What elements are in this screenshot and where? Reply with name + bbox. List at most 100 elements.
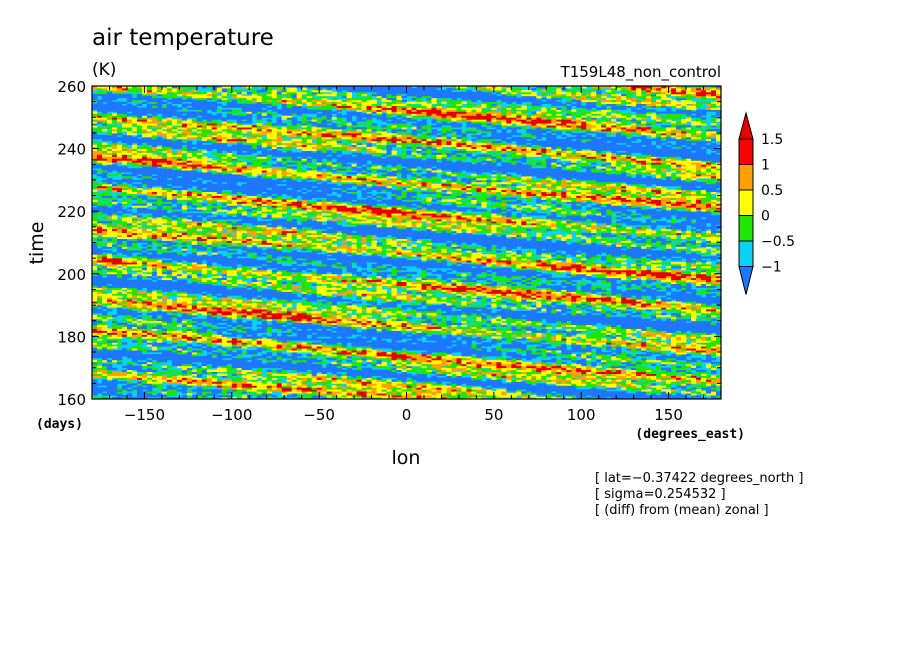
- heatmap-cell: [516, 311, 521, 313]
- heatmap-cell: [631, 317, 636, 319]
- heatmap-cell: [536, 340, 541, 342]
- heatmap-cell: [387, 309, 392, 311]
- heatmap-cell: [287, 374, 292, 376]
- heatmap-cell: [217, 374, 222, 376]
- heatmap-cell: [347, 338, 352, 340]
- heatmap-cell: [117, 350, 122, 352]
- heatmap-cell: [526, 327, 531, 329]
- chart-title: air temperature: [92, 25, 274, 51]
- heatmap-cell: [486, 379, 491, 381]
- heatmap-cell: [486, 387, 491, 389]
- heatmap-cell: [641, 354, 646, 356]
- heatmap-cell: [651, 364, 656, 366]
- heatmap-cell: [506, 303, 511, 305]
- heatmap-cell: [436, 325, 441, 327]
- heatmap-cell: [456, 327, 461, 329]
- heatmap-cell: [536, 327, 541, 329]
- heatmap-cell: [177, 385, 182, 387]
- heatmap-cell: [621, 366, 626, 368]
- heatmap-cell: [387, 368, 392, 370]
- heatmap-cell: [162, 342, 167, 344]
- heatmap-cell: [362, 379, 367, 381]
- heatmap-cell: [282, 354, 287, 356]
- heatmap-cell: [142, 362, 147, 364]
- heatmap-cell: [551, 385, 556, 387]
- heatmap-cell: [302, 358, 307, 360]
- chart-units: (K): [92, 60, 116, 80]
- heatmap-cell: [357, 332, 362, 334]
- heatmap-cell: [132, 387, 137, 389]
- heatmap-cell: [471, 344, 476, 346]
- heatmap-cell: [436, 305, 441, 307]
- heatmap-cell: [686, 370, 691, 372]
- heatmap-cell: [182, 321, 187, 323]
- heatmap-cell: [601, 346, 606, 348]
- heatmap-cell: [372, 329, 377, 331]
- heatmap-cell: [561, 336, 566, 338]
- heatmap-cell: [606, 346, 611, 348]
- heatmap-cell: [342, 370, 347, 372]
- heatmap-cell: [127, 348, 132, 350]
- heatmap-cell: [352, 305, 357, 307]
- heatmap-cell: [706, 372, 711, 374]
- heatmap-cell: [337, 327, 342, 329]
- heatmap-cell: [611, 313, 616, 315]
- heatmap-cell: [92, 370, 97, 372]
- heatmap-cell: [127, 362, 132, 364]
- heatmap-cell: [187, 352, 192, 354]
- heatmap-cell: [102, 311, 107, 313]
- heatmap-cell: [237, 356, 242, 358]
- heatmap-cell: [516, 342, 521, 344]
- heatmap-cell: [357, 307, 362, 309]
- heatmap-cell: [456, 301, 461, 303]
- heatmap-cell: [407, 340, 412, 342]
- heatmap-cell: [402, 305, 407, 307]
- heatmap-cell: [212, 389, 217, 391]
- heatmap-cell: [217, 379, 222, 381]
- heatmap-cell: [486, 372, 491, 374]
- heatmap-cell: [701, 370, 706, 372]
- heatmap-cell: [252, 331, 257, 333]
- heatmap-cell: [197, 319, 202, 321]
- heatmap-cell: [227, 360, 232, 362]
- heatmap-cell: [581, 334, 586, 336]
- heatmap-cell: [127, 393, 132, 395]
- heatmap-cell: [302, 342, 307, 344]
- heatmap-cell: [661, 321, 666, 323]
- heatmap-cell: [616, 364, 621, 366]
- heatmap-cell: [661, 352, 666, 354]
- heatmap-cell: [327, 346, 332, 348]
- heatmap-cell: [152, 325, 157, 327]
- heatmap-cell: [616, 317, 621, 319]
- heatmap-cell: [446, 321, 451, 323]
- heatmap-cell: [691, 391, 696, 393]
- heatmap-cell: [446, 348, 451, 350]
- heatmap-cell: [451, 376, 456, 378]
- heatmap-cell: [676, 383, 681, 385]
- heatmap-cell: [277, 336, 282, 338]
- heatmap-cell: [177, 389, 182, 391]
- heatmap-cell: [616, 391, 621, 393]
- heatmap-cell: [157, 350, 162, 352]
- heatmap-cell: [671, 387, 676, 389]
- heatmap-cell: [426, 336, 431, 338]
- heatmap-cell: [466, 377, 471, 379]
- heatmap-cell: [222, 356, 227, 358]
- heatmap-cell: [342, 387, 347, 389]
- heatmap-cell: [227, 356, 232, 358]
- heatmap-cell: [157, 354, 162, 356]
- heatmap-cell: [521, 391, 526, 393]
- heatmap-cell: [142, 370, 147, 372]
- heatmap-cell: [451, 336, 456, 338]
- heatmap-cell: [357, 301, 362, 303]
- heatmap-cell: [337, 305, 342, 307]
- heatmap-cell: [232, 329, 237, 331]
- heatmap-cell: [387, 342, 392, 344]
- heatmap-cell: [651, 360, 656, 362]
- heatmap-cell: [711, 362, 716, 364]
- heatmap-cell: [97, 360, 102, 362]
- heatmap-cell: [127, 389, 132, 391]
- heatmap-cell: [536, 331, 541, 333]
- heatmap-cell: [531, 329, 536, 331]
- heatmap-cell: [606, 340, 611, 342]
